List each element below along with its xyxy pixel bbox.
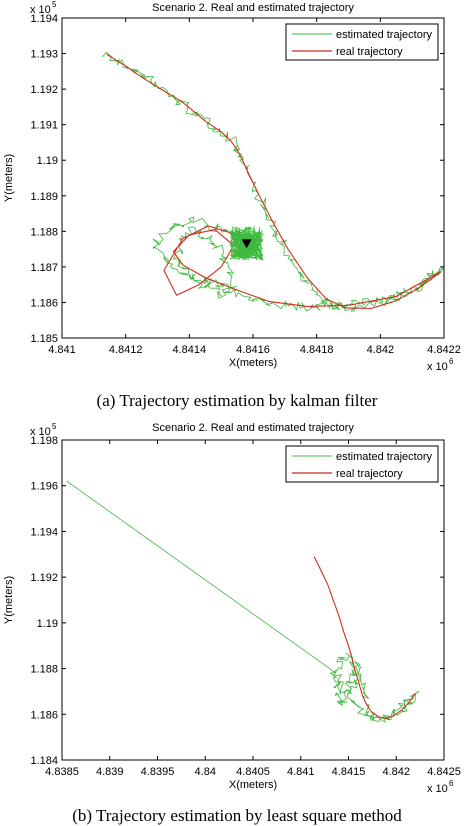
chart-b-title: Scenario 2. Real and estimated trajector… bbox=[152, 422, 354, 434]
chart-b-y-tick-label: 1.188 bbox=[30, 664, 58, 676]
chart-a-x-tick-label: 4.8414 bbox=[173, 344, 207, 356]
chart-least-square: Scenario 2. Real and estimated trajector… bbox=[3, 422, 461, 795]
chart-a-series-real bbox=[106, 53, 442, 310]
chart-b-y-exponent-base: x 10 bbox=[30, 426, 51, 438]
chart-b-legend-label-real: real trajectory bbox=[336, 468, 403, 480]
chart-b-x-exponent: x 10 6 bbox=[427, 779, 454, 795]
chart-a-legend: estimated trajectory real trajectory bbox=[285, 23, 439, 61]
chart-a-x-tick-label: 4.8422 bbox=[427, 344, 461, 356]
chart-b-y-exponent-power: 5 bbox=[52, 422, 57, 431]
chart-b-x-tick-label: 4.841 bbox=[287, 766, 315, 778]
chart-b-y-exponent: x 10 5 bbox=[30, 422, 57, 438]
chart-b-y-tick-label: 1.186 bbox=[30, 709, 58, 721]
chart-b-x-tick-label: 4.8395 bbox=[141, 766, 175, 778]
chart-b-x-tick-label: 4.8415 bbox=[332, 766, 366, 778]
chart-b-legend: estimated trajectory real trajectory bbox=[285, 445, 439, 483]
chart-b-x-exponent-base: x 10 bbox=[427, 783, 448, 795]
chart-b-x-tick-label: 4.8385 bbox=[45, 766, 79, 778]
chart-a-x-exponent-power: 6 bbox=[449, 357, 454, 366]
chart-a-legend-box bbox=[285, 23, 439, 61]
chart-a-y-tick-label: 1.189 bbox=[30, 191, 58, 203]
chart-b-y-tick-label: 1.198 bbox=[30, 435, 58, 447]
chart-a-x-exponent: x 10 6 bbox=[427, 357, 454, 373]
chart-a-y-tick-label: 1.186 bbox=[30, 297, 58, 309]
caption-b: (b) Trajectory estimation by least squar… bbox=[72, 806, 402, 825]
chart-a-start-marker bbox=[241, 239, 252, 249]
chart-b-series-estimated bbox=[66, 480, 420, 723]
chart-a-y-tick-label: 1.19 bbox=[37, 155, 58, 167]
chart-a-estimate-cluster bbox=[228, 225, 264, 261]
chart-b-x-exponent-power: 6 bbox=[449, 779, 454, 788]
chart-a-legend-label-estimated: estimated trajectory bbox=[336, 29, 432, 41]
chart-a-x-axis-label: X(meters) bbox=[229, 357, 277, 369]
chart-a-ticks: 4.841 4.8412 4.8414 4.8416 4.8418 4.842 4.8422… bbox=[30, 13, 460, 356]
chart-a-series-group bbox=[101, 51, 444, 312]
chart-a-x-tick-label: 4.8412 bbox=[109, 344, 143, 356]
chart-b-x-tick-label: 4.8405 bbox=[236, 766, 270, 778]
chart-a-y-tick-label: 1.193 bbox=[30, 49, 58, 61]
chart-a-y-exponent-power: 5 bbox=[52, 0, 57, 9]
chart-b-y-tick-label: 1.196 bbox=[30, 481, 58, 493]
chart-b-y-tick-label: 1.19 bbox=[37, 618, 58, 630]
chart-b-plot-area bbox=[61, 439, 445, 761]
chart-a-x-exponent-base: x 10 bbox=[427, 361, 448, 373]
chart-a-legend-label-real: real trajectory bbox=[336, 46, 403, 58]
chart-a-x-tick-label: 4.8418 bbox=[300, 344, 334, 356]
chart-b-x-tick-label: 4.8425 bbox=[427, 766, 461, 778]
chart-b-series-group bbox=[66, 480, 420, 723]
chart-b-series-real bbox=[313, 556, 416, 719]
chart-a-title: Scenario 2. Real and estimated trajector… bbox=[152, 2, 354, 14]
chart-b-legend-box bbox=[285, 445, 439, 483]
chart-a-plot-area bbox=[61, 17, 445, 339]
chart-a-y-tick-label: 1.185 bbox=[30, 333, 58, 345]
chart-a-y-tick-label: 1.191 bbox=[30, 120, 58, 132]
chart-a-x-tick-label: 4.842 bbox=[367, 344, 395, 356]
chart-a-y-tick-label: 1.188 bbox=[30, 226, 58, 238]
chart-a-y-tick-label: 1.192 bbox=[30, 84, 58, 96]
chart-a-y-tick-label: 1.194 bbox=[30, 13, 58, 25]
chart-b-x-axis-label: X(meters) bbox=[229, 779, 277, 791]
chart-b-legend-label-estimated: estimated trajectory bbox=[336, 451, 432, 463]
chart-b-y-axis-label: Y(meters) bbox=[3, 576, 15, 624]
chart-a-y-axis-label: Y(meters) bbox=[3, 154, 15, 202]
chart-a-series-estimated bbox=[101, 51, 444, 312]
chart-b-x-tick-label: 4.842 bbox=[382, 766, 410, 778]
chart-a-y-exponent: x 10 5 bbox=[30, 0, 57, 16]
chart-b-x-tick-label: 4.84 bbox=[195, 766, 216, 778]
chart-a-x-tick-label: 4.8416 bbox=[236, 344, 270, 356]
chart-a-y-exponent-base: x 10 bbox=[30, 4, 51, 16]
chart-b-ticks: 4.8385 4.839 4.8395 4.84 4.8405 4.841 4.8415 4.… bbox=[30, 435, 460, 778]
chart-a-y-tick-label: 1.187 bbox=[30, 262, 58, 274]
chart-a-x-tick-label: 4.841 bbox=[48, 344, 76, 356]
chart-b-y-tick-label: 1.194 bbox=[30, 526, 58, 538]
chart-b-y-tick-label: 1.192 bbox=[30, 572, 58, 584]
caption-a: (a) Trajectory estimation by kalman filt… bbox=[96, 391, 378, 410]
chart-b-x-tick-label: 4.839 bbox=[96, 766, 124, 778]
chart-b-y-tick-label: 1.184 bbox=[30, 755, 58, 767]
chart-kalman-filter: Scenario 2. Real and estimated trajector… bbox=[3, 0, 461, 373]
